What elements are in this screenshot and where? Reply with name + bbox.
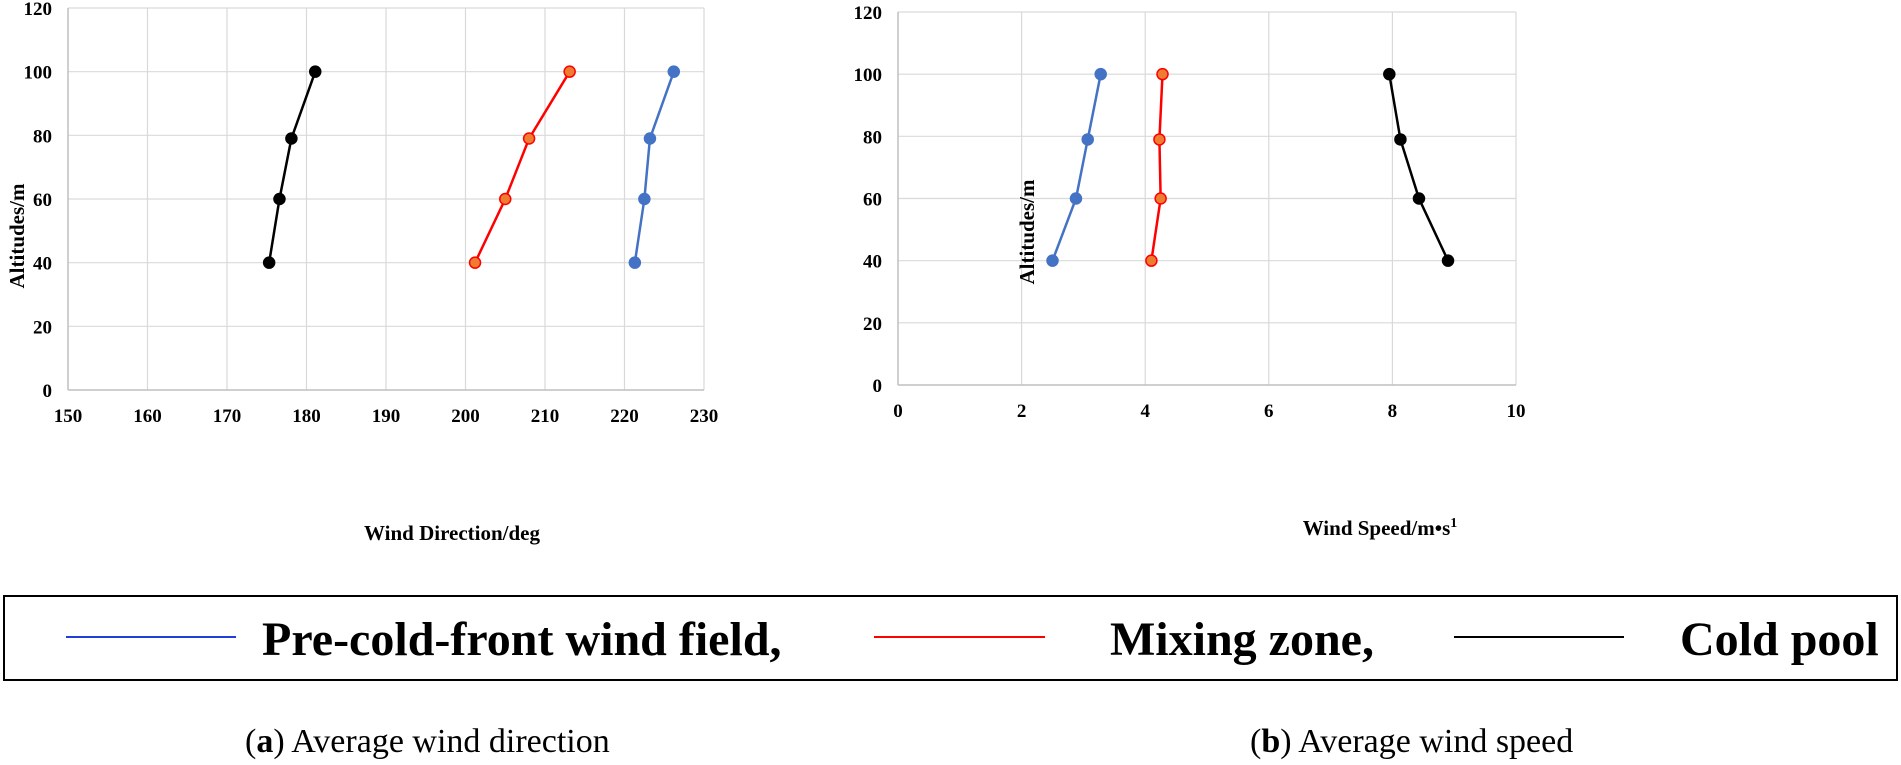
chart-b-series-mixing-zone-point (1154, 192, 1167, 205)
chart-b-y-ticks: 0 20 40 60 80 100 120 (854, 3, 883, 397)
chart-b-series-pre-cold-front-wind-field-point (1081, 133, 1094, 146)
chart-b-y-tick-label: 40 (863, 252, 882, 273)
caption-b-letter: b (1261, 723, 1280, 760)
chart-a-x-tick-label: 170 (213, 406, 242, 427)
legend-label-pre-cold-front: Pre-cold-front wind field, (262, 613, 782, 666)
legend-label-mixing-zone: Mixing zone, (1110, 613, 1374, 666)
chart-b-series-mixing-zone-point (1145, 254, 1158, 267)
chart-a-x-ticks: 150 160 170 180 190 200 210 220 230 (54, 406, 719, 427)
chart-a-y-tick-label: 60 (33, 190, 52, 211)
chart-b-x-tick-label: 0 (893, 401, 903, 422)
chart-a-series-pre-cold-front-wind-field-point (638, 192, 651, 206)
chart-a-y-tick-label: 0 (43, 381, 53, 402)
chart-a-y-tick-label: 100 (24, 63, 53, 84)
caption-a-letter: a (256, 723, 273, 760)
chart-b-series-mixing-zone-line (1150, 74, 1164, 261)
chart-b-series-mixing-zone-point (1153, 133, 1166, 146)
chart-b-y-tick-label: 0 (873, 376, 883, 397)
chart-a-gridlines (68, 7, 705, 390)
chart-a-x-tick-label: 180 (292, 406, 321, 427)
chart-a-x-tick-label: 210 (531, 406, 560, 427)
chart-b-x-ticks: 0 2 4 6 8 10 (893, 401, 1525, 422)
chart-a-series-cold-pool-line (267, 71, 317, 263)
chart-a-y-tick-label: 120 (24, 0, 53, 20)
chart-a-series-mixing-zone-line (473, 71, 571, 264)
chart-a-series (262, 65, 681, 269)
chart-b-series-cold-pool-point (1383, 67, 1396, 81)
chart-b-series (1046, 67, 1455, 267)
chart-a-x-tick-label: 160 (133, 406, 162, 427)
chart-b-series-pre-cold-front-wind-field-point (1046, 254, 1059, 267)
chart-a-x-tick-label: 230 (690, 406, 719, 427)
chart-b-series-pre-cold-front-wind-field-line (1051, 73, 1102, 262)
caption-a-text: Average wind direction (285, 723, 610, 760)
chart-b-series-cold-pool-line (1388, 73, 1450, 262)
chart-a-y-tick-label: 40 (33, 254, 52, 275)
chart-a-series-cold-pool-point (262, 256, 276, 269)
chart-a-series-pre-cold-front-wind-field-point (628, 256, 642, 269)
chart-a-x-axis-title: Wind Direction/deg (364, 521, 540, 545)
chart-a-series-mixing-zone-point (563, 65, 576, 78)
chart-a-series-cold-pool-point (273, 192, 286, 206)
chart-a-series-pre-cold-front-wind-field-line (633, 71, 675, 263)
chart-a-series-mixing-zone-point (468, 256, 482, 269)
chart-a-series-mixing-zone-point (522, 132, 536, 145)
chart-a-series-pre-cold-front-wind-field-point (667, 65, 681, 78)
chart-b-axes (897, 12, 1516, 386)
chart-a-y-ticks: 0 20 40 60 80 100 120 (24, 0, 53, 402)
legend: Pre-cold-front wind field, Mixing zone, … (3, 595, 1898, 681)
chart-b-series-pre-cold-front-wind-field-point (1094, 67, 1107, 81)
chart-a-series-cold-pool-point (285, 132, 298, 145)
chart-b-series-cold-pool-point (1394, 133, 1407, 146)
chart-b-series-pre-cold-front-wind-field-point (1069, 192, 1083, 205)
chart-b-x-axis-title-main: Wind Speed/m•s (1303, 516, 1451, 540)
chart-b-y-tick-label: 80 (863, 127, 882, 148)
chart-a-x-tick-label: 150 (54, 406, 83, 427)
chart-b-series-cold-pool-point (1441, 254, 1455, 267)
chart-a-y-tick-label: 80 (33, 126, 52, 147)
chart-b-x-tick-label: 8 (1388, 401, 1398, 422)
chart-b-x-axis-title: Wind Speed/m•s1 (1303, 516, 1458, 540)
chart-a-series-pre-cold-front-wind-field-point (643, 132, 657, 145)
chart-a-axes (67, 8, 704, 391)
chart-b-y-tick-label: 100 (854, 65, 883, 86)
chart-b-y-tick-label: 20 (863, 314, 882, 335)
chart-b-x-axis-title-superscript: 1 (1450, 516, 1457, 531)
caption-a: (a) Average wind direction (245, 723, 610, 760)
chart-a-y-tick-label: 20 (33, 317, 52, 338)
chart-b-series-mixing-zone-point (1156, 67, 1169, 81)
chart-a-x-tick-label: 200 (451, 406, 480, 427)
chart-b-y-axis-title: Altitudes/m (1015, 179, 1039, 285)
chart-b-x-tick-label: 4 (1140, 401, 1150, 422)
chart-b-series-cold-pool-point (1412, 192, 1426, 205)
chart-b-y-tick-label: 60 (863, 190, 882, 211)
chart-a-wind-direction: 0 20 40 60 80 100 120 150 160 170 180 190 200 210 220… (5, 0, 718, 545)
chart-a-x-tick-label: 190 (372, 406, 401, 427)
chart-a-y-axis-title: Altitudes/m (5, 183, 29, 289)
caption-b: (b) Average wind speed (1250, 723, 1573, 760)
legend-label-cold-pool: Cold pool (1680, 613, 1879, 666)
chart-a-series-cold-pool-point (308, 65, 322, 78)
chart-a-x-tick-label: 220 (610, 406, 639, 427)
chart-a-series-mixing-zone-point (499, 192, 512, 206)
chart-b-x-tick-label: 2 (1017, 401, 1027, 422)
caption-b-text: Average wind speed (1292, 723, 1574, 760)
chart-b-x-tick-label: 10 (1507, 401, 1526, 422)
chart-b-y-tick-label: 120 (854, 3, 883, 24)
chart-b-x-tick-label: 6 (1264, 401, 1274, 422)
